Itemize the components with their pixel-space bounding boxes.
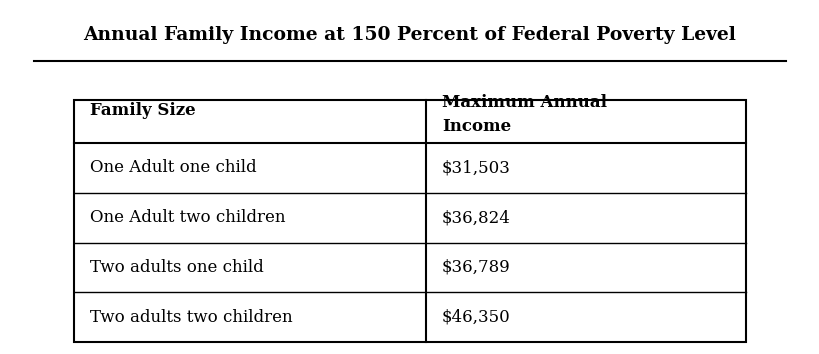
Text: Annual Family Income at 150 Percent of Federal Poverty Level: Annual Family Income at 150 Percent of F…	[84, 26, 735, 44]
Text: $36,824: $36,824	[441, 209, 510, 226]
Text: $31,503: $31,503	[441, 159, 510, 176]
Text: Maximum Annual
Income: Maximum Annual Income	[441, 94, 606, 135]
Text: Family Size: Family Size	[90, 102, 196, 119]
Text: One Adult one child: One Adult one child	[90, 159, 256, 176]
Text: $36,789: $36,789	[441, 259, 510, 276]
Text: Two adults two children: Two adults two children	[90, 309, 292, 326]
Text: One Adult two children: One Adult two children	[90, 209, 285, 226]
Text: $46,350: $46,350	[441, 309, 510, 326]
Text: Two adults one child: Two adults one child	[90, 259, 264, 276]
